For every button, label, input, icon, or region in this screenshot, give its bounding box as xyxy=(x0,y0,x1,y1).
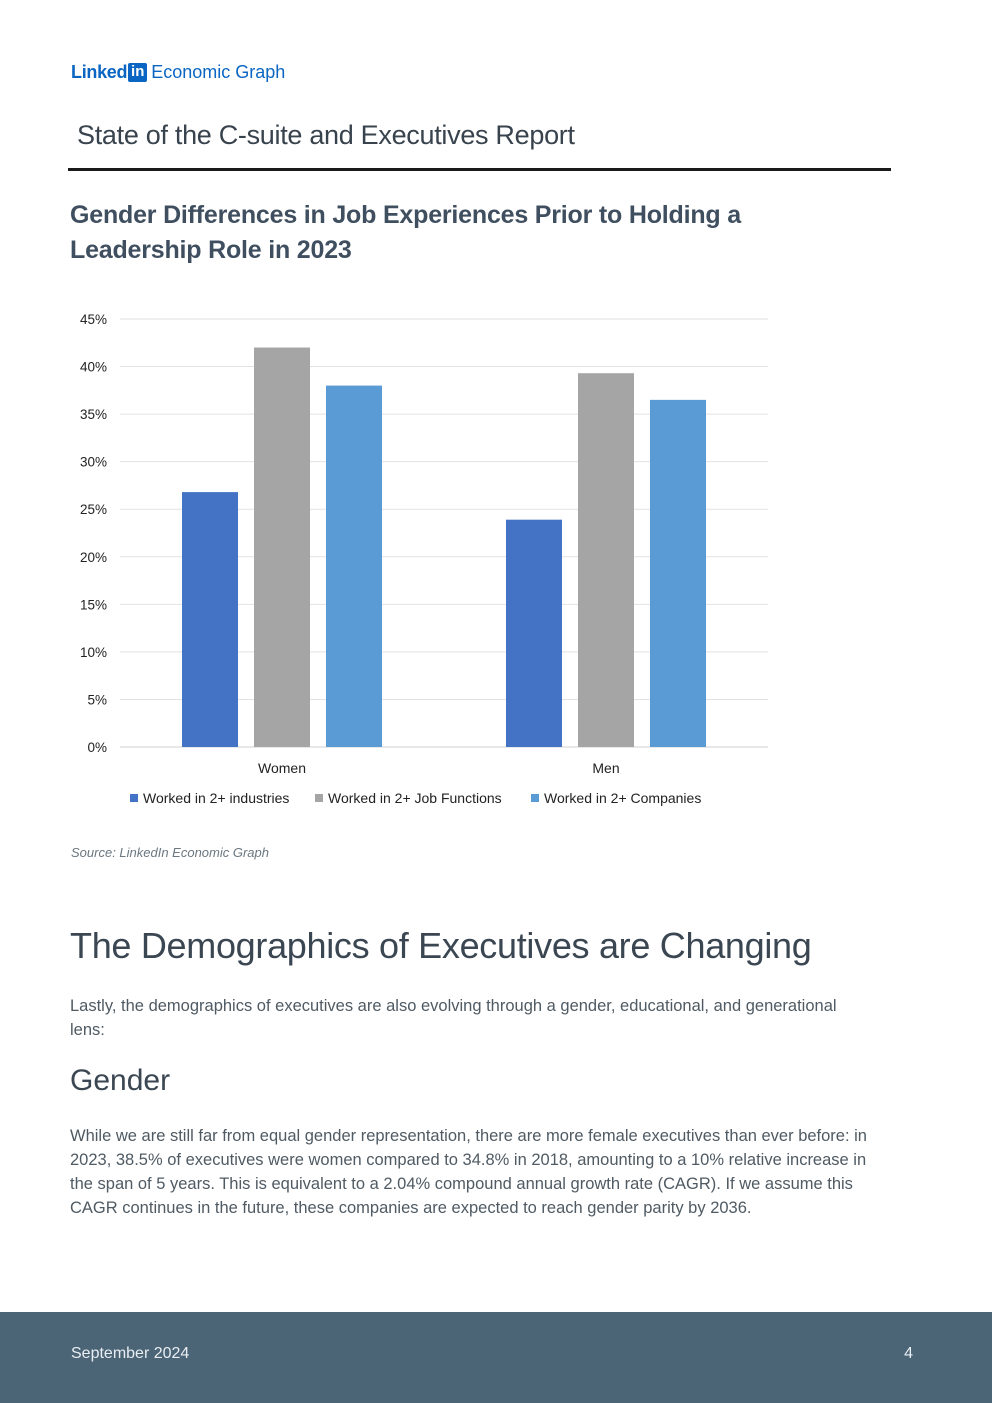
y-tick-label: 25% xyxy=(80,502,107,517)
chart-source: Source: LinkedIn Economic Graph xyxy=(71,845,269,860)
linkedin-in-icon: in xyxy=(128,63,148,82)
bar-women-series-1 xyxy=(182,492,238,747)
legend-swatch xyxy=(130,794,138,802)
y-tick-label: 0% xyxy=(87,740,107,755)
x-axis-labels: Women Men xyxy=(258,760,620,776)
y-tick-label: 30% xyxy=(80,455,107,470)
gender-body: While we are still far from equal gender… xyxy=(70,1127,867,1217)
gender-heading: Gender xyxy=(70,1064,171,1097)
y-tick-label: 15% xyxy=(80,597,107,612)
section-intro: Lastly, the demographics of executives a… xyxy=(70,997,837,1039)
y-tick-label: 10% xyxy=(80,645,107,660)
y-tick-label: 35% xyxy=(80,407,107,422)
section-heading: The Demographics of Executives are Chang… xyxy=(70,925,812,966)
y-tick-label: 40% xyxy=(80,360,107,375)
y-tick-label: 45% xyxy=(80,312,107,327)
bar-men-series-1 xyxy=(506,519,562,747)
bar-chart: 0% 5% 10% 15% 20% 25% 30% 35% 40% 45% Women Men Wo… xyxy=(80,312,768,806)
bar-women-series-2 xyxy=(254,347,310,747)
y-tick-label: 20% xyxy=(80,550,107,565)
page-footer: September 2024 4 xyxy=(0,1312,992,1403)
chart-bars xyxy=(182,347,706,747)
bar-men-series-2 xyxy=(578,373,634,747)
chart-legend: Worked in 2+ industries Worked in 2+ Job … xyxy=(130,790,701,806)
brand-linked-text: Linked xyxy=(71,62,128,82)
y-axis-ticks: 0% 5% 10% 15% 20% 25% 30% 35% 40% 45% xyxy=(80,312,107,755)
x-category-label: Men xyxy=(592,760,619,776)
legend-swatch xyxy=(531,794,539,802)
brand-product-text: Economic Graph xyxy=(151,62,286,82)
legend-label: Worked in 2+ industries xyxy=(143,790,289,806)
page-number: 4 xyxy=(904,1345,913,1362)
legend-label: Worked in 2+ Companies xyxy=(544,790,701,806)
chart-title: Gender Differences in Job Experiences Pr… xyxy=(70,201,741,264)
header-divider xyxy=(68,168,891,171)
x-category-label: Women xyxy=(258,760,306,776)
report-title: State of the C-suite and Executives Repo… xyxy=(77,120,575,150)
y-tick-label: 5% xyxy=(87,692,107,707)
bar-women-series-3 xyxy=(326,385,382,747)
linkedin-economic-graph-logo: Linked in Economic Graph xyxy=(71,62,285,83)
bar-men-series-3 xyxy=(650,399,706,747)
footer-date: September 2024 xyxy=(71,1345,190,1362)
legend-label: Worked in 2+ Job Functions xyxy=(328,790,502,806)
legend-swatch xyxy=(315,794,323,802)
